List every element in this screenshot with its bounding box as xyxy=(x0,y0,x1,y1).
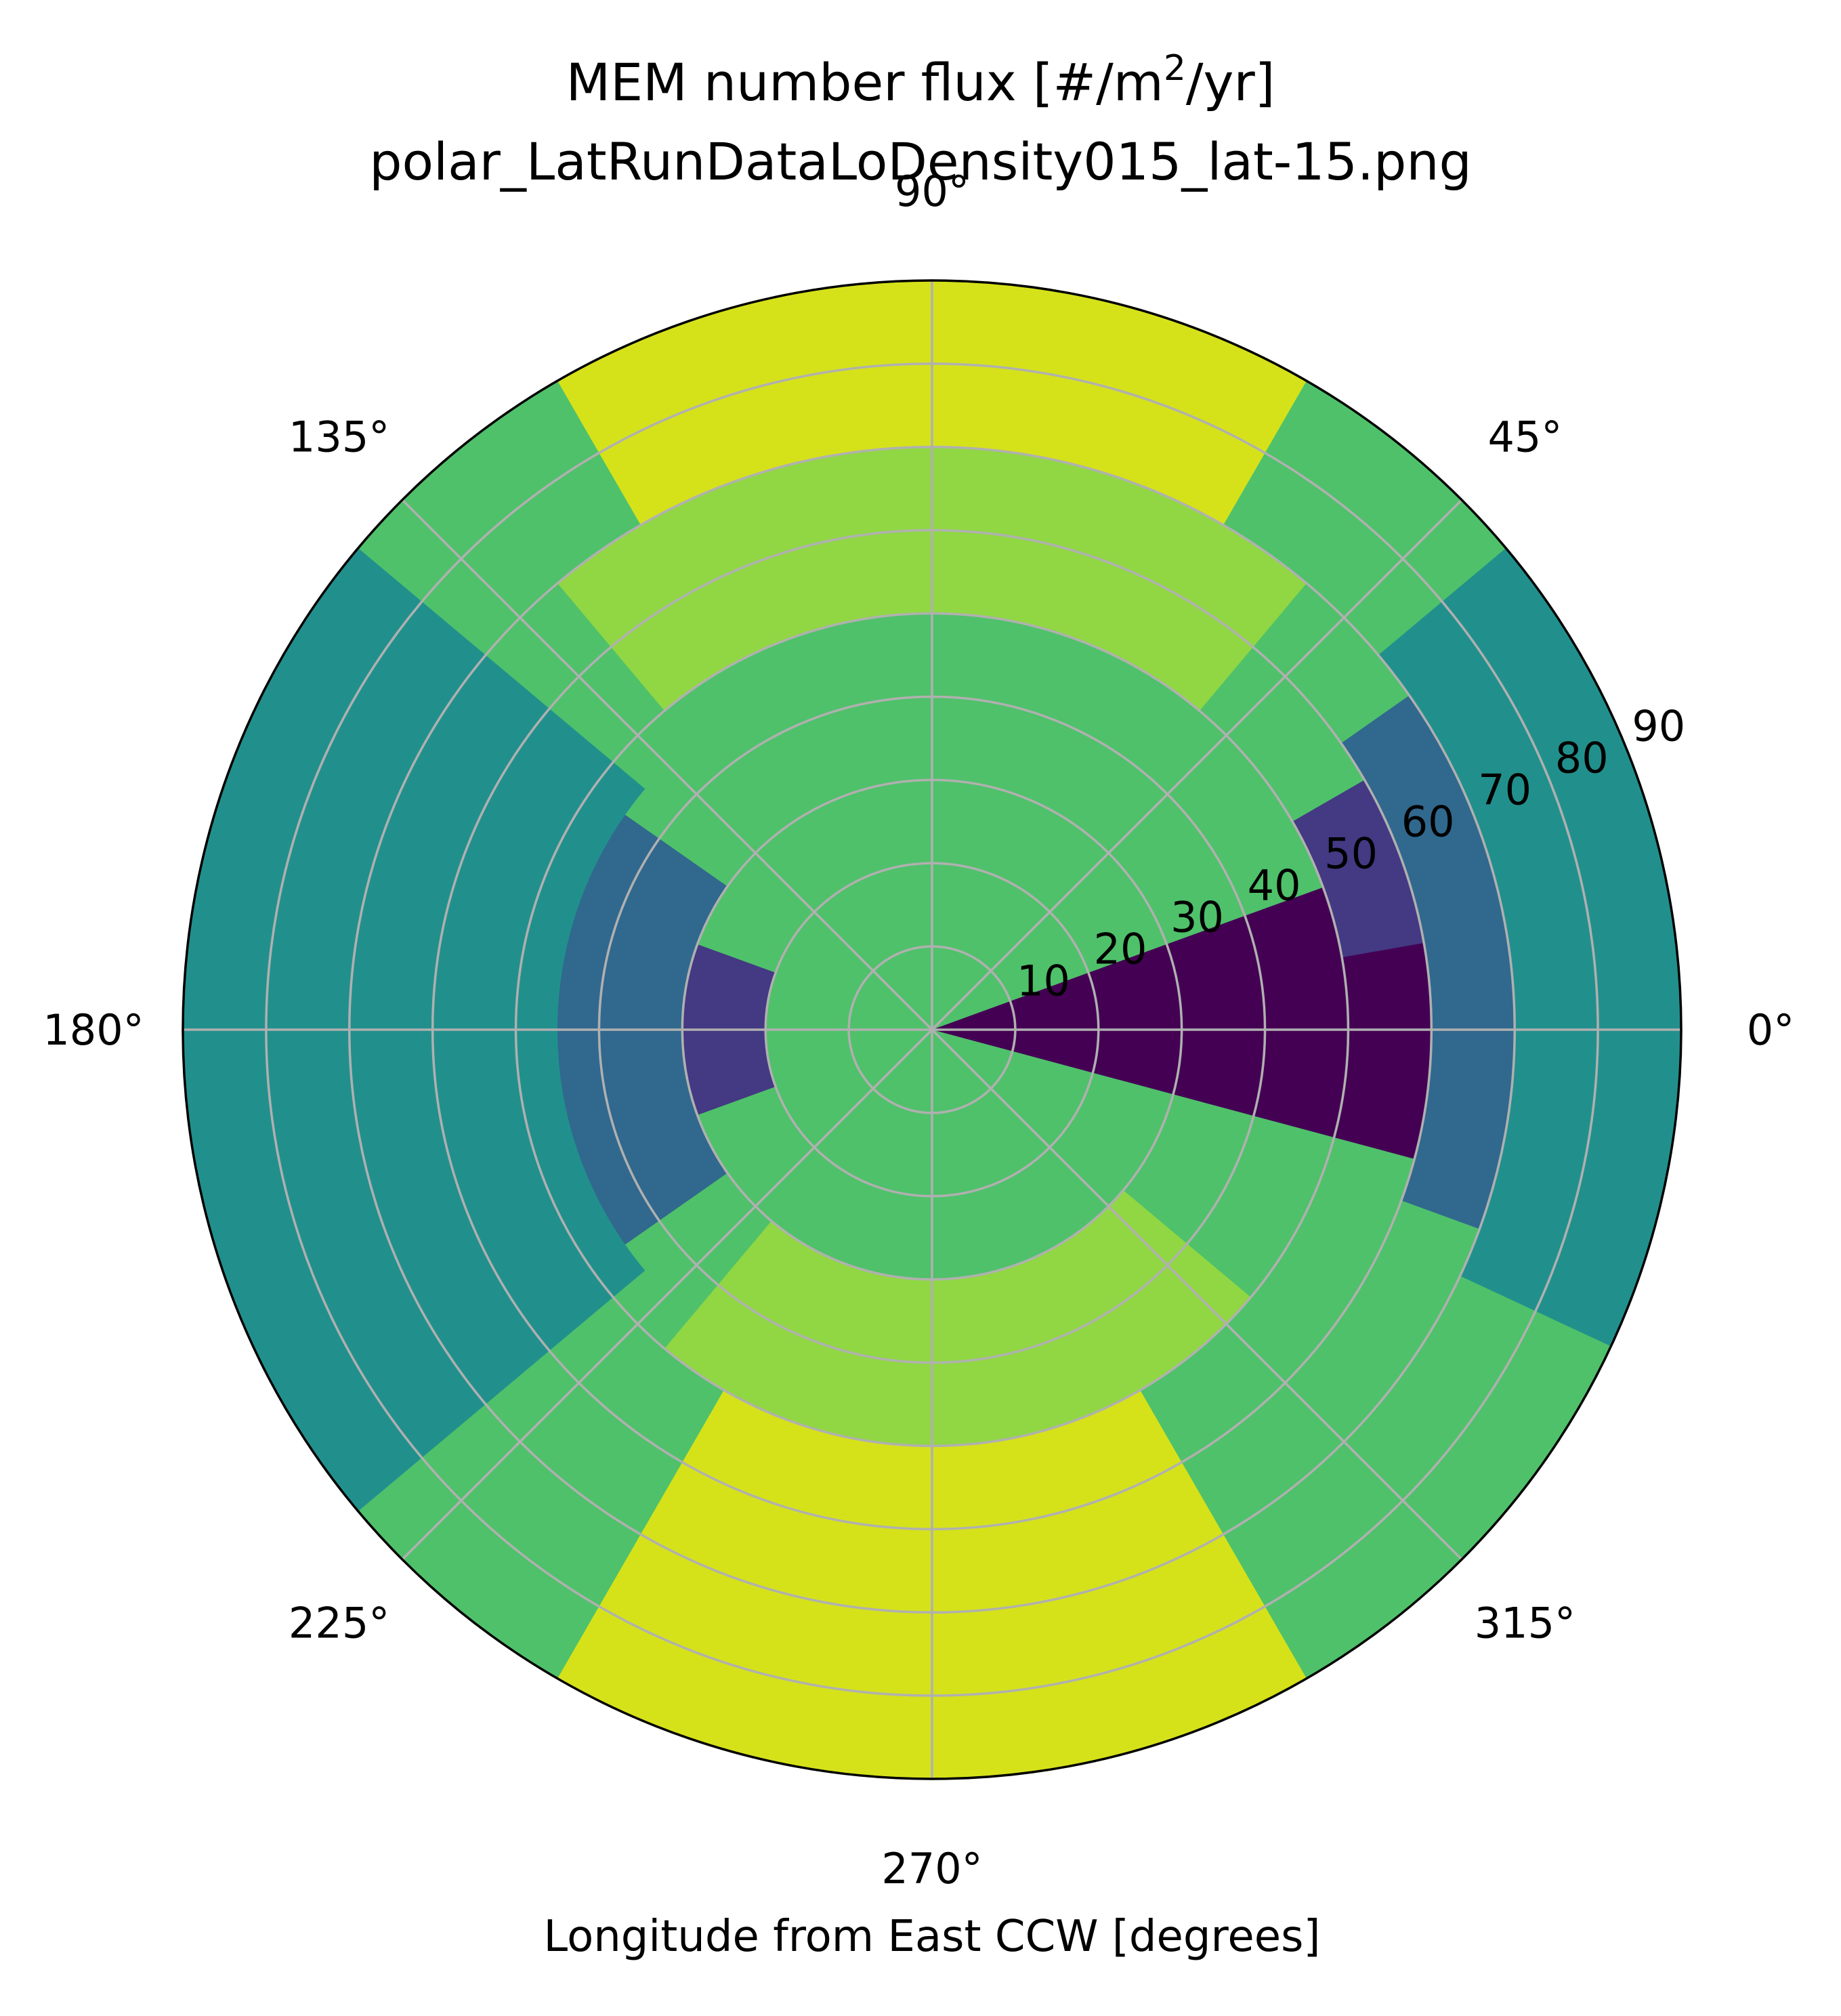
radial-tick-label-40: 40 xyxy=(1248,861,1301,910)
chart-title-line2: polar_LatRunDataLoDensity015_lat-15.png xyxy=(369,131,1472,192)
radial-tick-label-30: 30 xyxy=(1170,893,1224,942)
radial-tick-label-70: 70 xyxy=(1478,765,1531,814)
flux-band-6 xyxy=(1378,548,1681,1347)
radial-tick-label-50: 50 xyxy=(1324,829,1378,879)
angle-tick-label-315: 315° xyxy=(1475,1598,1575,1647)
angular-gridline-225 xyxy=(401,1028,933,1561)
angle-tick-label-270: 270° xyxy=(881,1844,982,1893)
polar-spine xyxy=(182,279,1683,1780)
angular-gridline-315 xyxy=(931,1028,1463,1561)
polar-grid xyxy=(183,280,1681,1779)
angle-tick-label-135: 135° xyxy=(289,413,389,462)
angle-tick-labels: 0° 45° 90° 135° 180° 225° 270° 315° xyxy=(43,167,1794,1893)
angular-gridline-45 xyxy=(931,499,1463,1031)
x-axis-label: Longitude from East CCW [degrees] xyxy=(544,1912,1321,1962)
radial-tick-labels: 10 20 30 40 50 60 70 80 90 xyxy=(1017,701,1685,1005)
angle-tick-label-180: 180° xyxy=(43,1005,144,1055)
flux-bands xyxy=(182,280,1682,1779)
angle-tick-label-0: 0° xyxy=(1747,1005,1794,1055)
angular-gridline-135 xyxy=(401,499,933,1031)
chart-title-line1: MEM number flux [#/m2/yr] xyxy=(566,48,1275,112)
radial-tick-label-60: 60 xyxy=(1401,797,1455,847)
polar-plot-area xyxy=(182,279,1683,1780)
radial-tick-label-10: 10 xyxy=(1017,957,1070,1006)
radial-tick-label-80: 80 xyxy=(1555,733,1609,782)
radial-tick-label-90: 90 xyxy=(1632,701,1685,751)
flux-band-10 xyxy=(664,1190,1251,1446)
angle-tick-label-90: 90° xyxy=(895,167,969,216)
angle-tick-label-225: 225° xyxy=(289,1598,389,1647)
radial-tick-label-20: 20 xyxy=(1094,925,1147,974)
angle-tick-label-45: 45° xyxy=(1487,413,1562,462)
